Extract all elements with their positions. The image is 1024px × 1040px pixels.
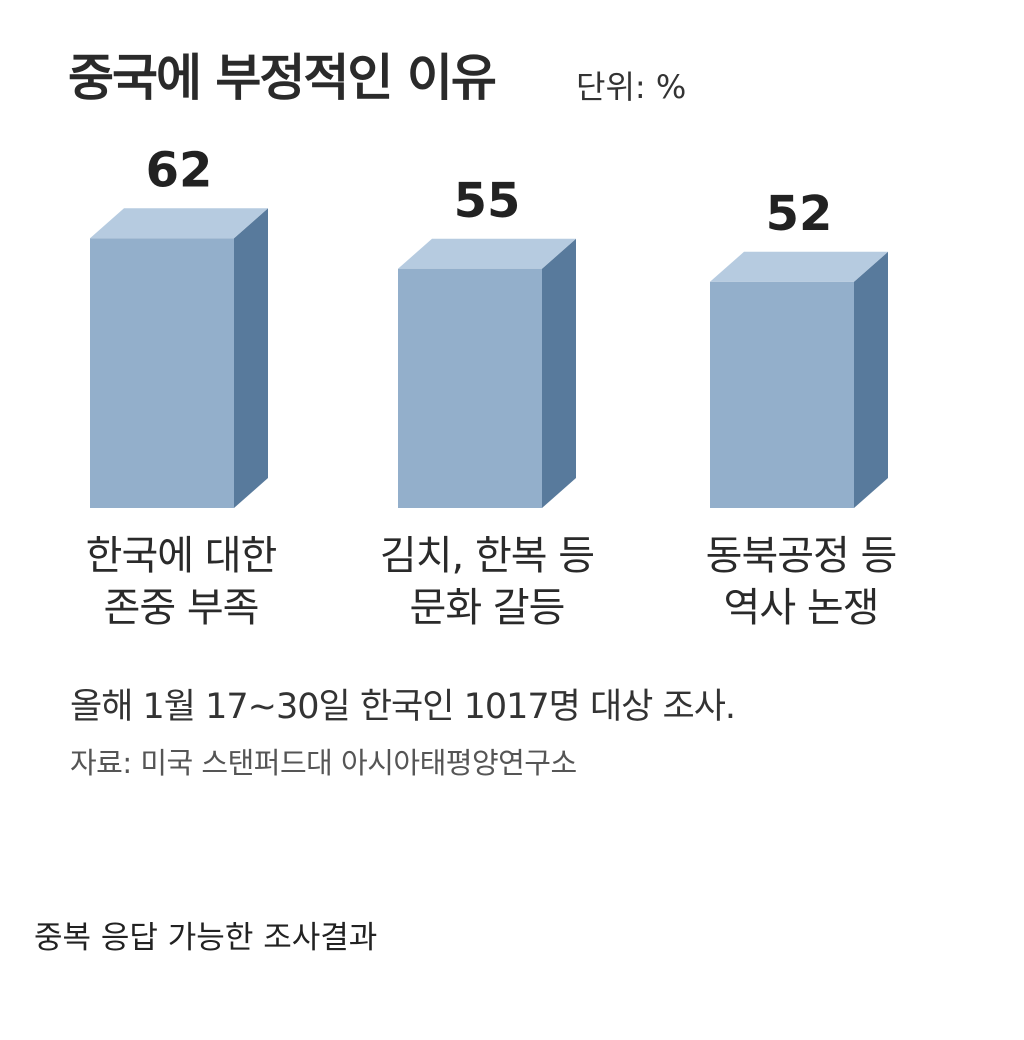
source-note: 자료: 미국 스탠퍼드대 아시아태평양연구소 (70, 746, 577, 780)
bar-3-side (854, 251, 888, 509)
bar-1-front (90, 238, 234, 509)
bar-value-label-2: 55 (454, 173, 521, 229)
bar-3-top (710, 251, 888, 282)
bar-1 (90, 208, 268, 509)
category-label-3-line-1: 동북공정 등 (705, 533, 898, 579)
chart-title: 중국에 부정적인 이유 (68, 49, 497, 107)
bar-1-top (90, 208, 268, 239)
bar-1-side (234, 208, 268, 509)
chart-area: 중국에 부정적인 이유 단위: % 62 55 52 한국에 대한 존중 부족 김치… (36, 49, 946, 780)
caption-text: 중복 응답 가능한 조사결과 (34, 920, 378, 956)
bar-value-label-3: 52 (766, 186, 833, 242)
bar-3-front (710, 281, 854, 508)
category-label-2-line-2: 문화 갈등 (409, 585, 566, 631)
category-label-2: 김치, 한복 등 문화 갈등 (342, 530, 632, 634)
bar-2-top (398, 238, 576, 269)
bars-plot: 62 55 52 (90, 142, 888, 509)
category-label-3-line-2: 역사 논쟁 (723, 585, 880, 631)
bar-2-front (398, 268, 542, 508)
unit-label: 단위: % (576, 68, 687, 106)
category-label-3: 동북공정 등 역사 논쟁 (656, 530, 946, 634)
survey-footnote: 올해 1월 17~30일 한국인 1017명 대상 조사. (70, 687, 736, 727)
category-label-2-line-1: 김치, 한복 등 (379, 533, 595, 579)
bar-value-label-1: 62 (146, 142, 213, 198)
category-label-1-line-1: 한국에 대한 (85, 533, 278, 579)
category-label-1-line-2: 존중 부족 (103, 585, 260, 631)
bar-2 (398, 238, 576, 508)
bar-3 (710, 251, 888, 509)
category-label-1: 한국에 대한 존중 부족 (36, 530, 326, 634)
bar-2-side (542, 238, 576, 508)
